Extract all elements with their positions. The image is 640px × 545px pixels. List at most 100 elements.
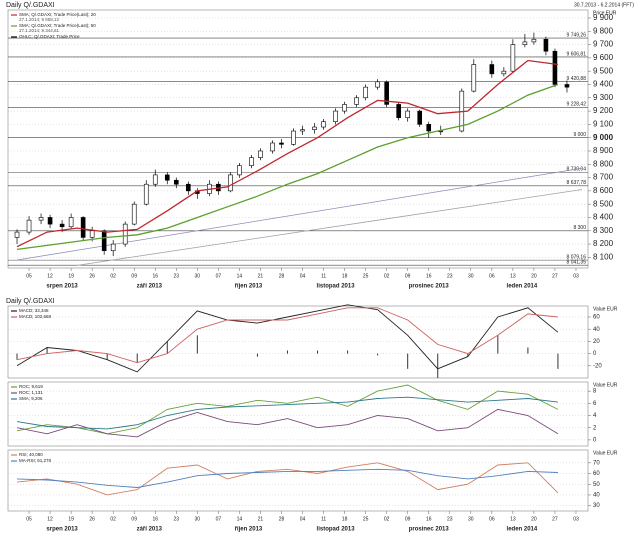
- candle-body: [405, 110, 410, 119]
- x-tick-label: 02: [110, 273, 116, 279]
- month-label: září 2013: [137, 284, 163, 290]
- x-tick-label: 07: [216, 516, 222, 522]
- candle-body: [38, 217, 44, 221]
- y-unit: Value EUR: [593, 450, 618, 456]
- x-tick-label: 04: [300, 273, 306, 279]
- month-label: listopad 2013: [317, 527, 356, 533]
- candle-body: [237, 165, 242, 176]
- y-tick-label: 8 300: [593, 226, 614, 235]
- x-tick-label: 06: [489, 273, 495, 279]
- x-tick-label: 09: [405, 273, 411, 279]
- y-tick-label: 9 200: [593, 106, 614, 115]
- month-label: prosinec 2013: [409, 284, 450, 290]
- x-tick-label: 13: [510, 516, 516, 522]
- y-tick-label: 9 100: [593, 119, 614, 128]
- y-tick-label: 9 400: [593, 80, 614, 89]
- legend-label: MACD; 33,348: [19, 308, 49, 313]
- series-line: [16, 462, 559, 496]
- y-tick-label: 9 500: [593, 66, 614, 75]
- trend-line: [77, 189, 583, 266]
- x-tick-label: 30: [468, 273, 474, 279]
- x-tick-label: 04: [300, 516, 306, 522]
- candle-body: [426, 124, 432, 132]
- y-tick-label: 8 700: [593, 173, 614, 182]
- y-tick-label: 9 000: [593, 133, 614, 142]
- series-line: [16, 307, 558, 364]
- series-line: [16, 59, 558, 248]
- x-tick-label: 25: [363, 516, 369, 522]
- x-tick-label: 11: [321, 516, 326, 522]
- x-tick-label: 19: [68, 516, 74, 522]
- x-tick-label: 16: [152, 516, 158, 522]
- level-label: 9 749,26: [567, 32, 587, 38]
- y-tick-label: 6: [593, 401, 597, 407]
- series-line: [16, 396, 558, 430]
- candle-body: [552, 50, 558, 85]
- y-tick-label: 0: [593, 351, 597, 357]
- legend-label: ROC; 1,131: [19, 390, 43, 395]
- y-unit: Value EUR: [593, 306, 618, 312]
- y-unit: Value EUR: [593, 382, 618, 388]
- candle-body: [270, 142, 275, 152]
- month-label: prosinec 2013: [409, 527, 450, 533]
- panel-frame: [7, 9, 589, 269]
- y-tick-label: 8: [593, 389, 597, 395]
- x-tick-label: 30: [468, 516, 474, 522]
- candle-body: [354, 97, 359, 105]
- x-tick-label: 12: [47, 516, 53, 522]
- y-tick-label: 9 700: [593, 40, 614, 49]
- month-label: leden 2014: [507, 527, 538, 533]
- candle-body: [80, 217, 86, 238]
- candle-body: [131, 203, 137, 225]
- x-tick-label: 14: [237, 516, 243, 522]
- candle-body: [384, 81, 389, 105]
- x-tick-label: 21: [258, 273, 264, 279]
- panel-frame: [7, 449, 589, 512]
- candle-body: [59, 223, 65, 228]
- month-label: listopad 2013: [317, 284, 356, 290]
- candle-body: [522, 41, 528, 45]
- month-label: srpen 2013: [46, 527, 78, 533]
- level-label: 9 420,88: [567, 76, 587, 82]
- candle-body: [122, 223, 128, 245]
- candle-body: [501, 70, 507, 75]
- y-tick-label: 40: [593, 327, 600, 333]
- candle-body: [279, 142, 284, 145]
- y-tick-label: 60: [593, 315, 600, 321]
- candle-body: [89, 230, 95, 238]
- y-tick-label: 40: [593, 493, 600, 499]
- x-tick-label: 02: [384, 273, 390, 279]
- month-label: říjen 2013: [235, 527, 263, 533]
- x-tick-label: 09: [131, 273, 137, 279]
- level-label: 8 079,16: [567, 254, 587, 260]
- y-tick-label: 8 400: [593, 213, 614, 222]
- panel-title: Daily Q/.GDAXI: [6, 298, 55, 305]
- y-tick-label: 8 900: [593, 146, 614, 155]
- legend-label: OHLC; Q/.GDAXI; Trade Price: [19, 34, 80, 39]
- x-tick-label: 25: [363, 273, 369, 279]
- x-tick-label: 16: [152, 273, 158, 279]
- x-tick-label: 03: [573, 273, 579, 279]
- legend-label: ROC; 9,619: [19, 384, 43, 389]
- x-tick-label: 28: [279, 516, 285, 522]
- x-tick-label: 02: [384, 516, 390, 522]
- x-tick-label: 09: [405, 516, 411, 522]
- panel-title: Daily Q/.GDAXI: [6, 2, 55, 9]
- level-label: 9 000: [573, 132, 586, 138]
- candle-body: [531, 38, 537, 43]
- y-tick-label: 8 800: [593, 159, 614, 168]
- x-tick-label: 30: [195, 273, 201, 279]
- candle-body: [14, 231, 20, 238]
- candle-body: [375, 81, 380, 88]
- x-tick-label: 14: [237, 273, 243, 279]
- candle-body: [342, 104, 347, 112]
- candle-body: [173, 179, 179, 185]
- y-unit: Price EUR: [593, 10, 617, 16]
- candle-body: [47, 217, 53, 225]
- legend-label: RSI; 40,080: [19, 452, 43, 457]
- x-tick-label: 12: [47, 273, 53, 279]
- candle-body: [543, 38, 549, 52]
- series-line: [16, 304, 559, 373]
- candle-body: [228, 174, 233, 192]
- y-tick-label: 2: [593, 425, 597, 431]
